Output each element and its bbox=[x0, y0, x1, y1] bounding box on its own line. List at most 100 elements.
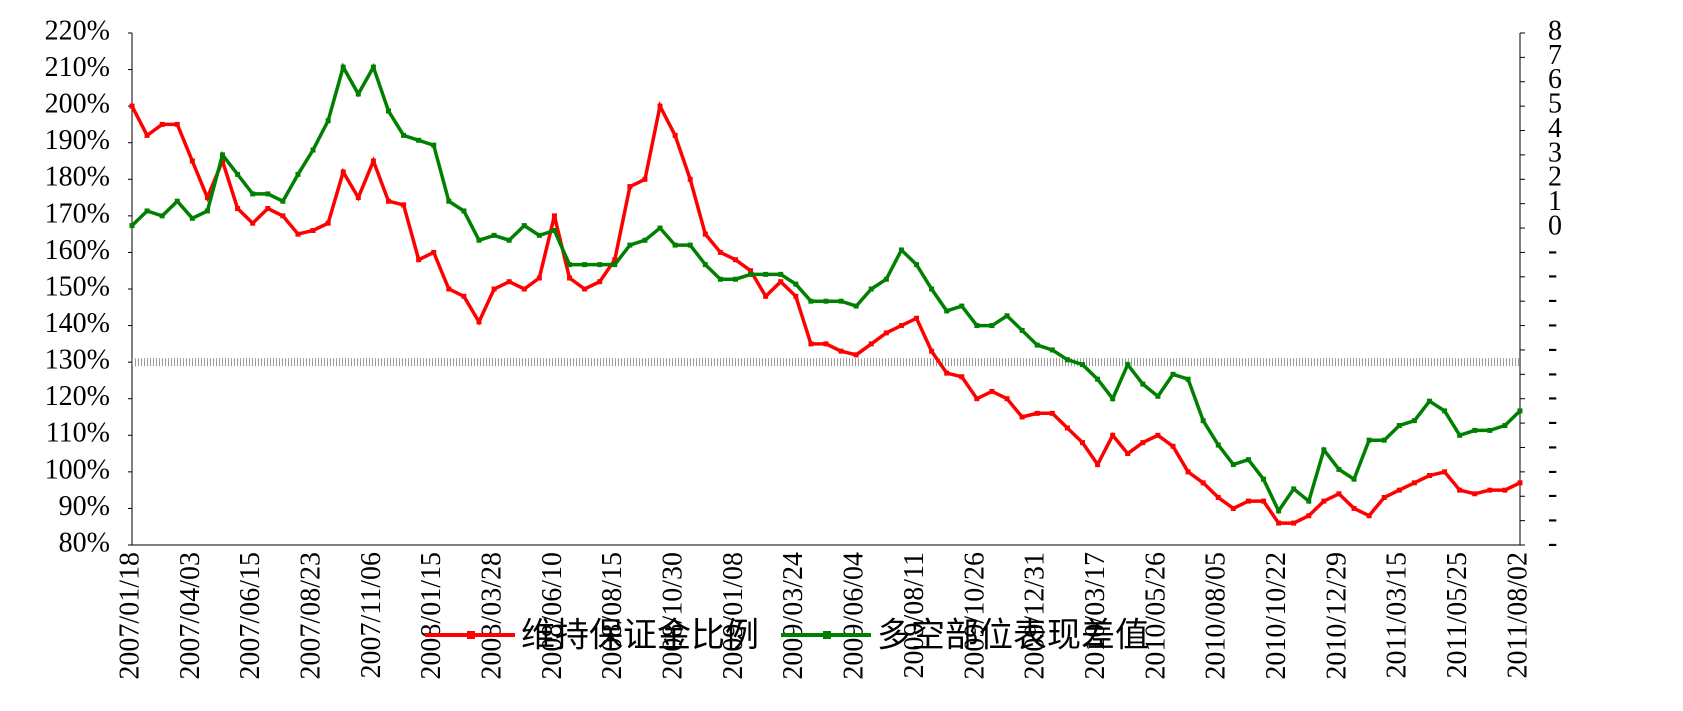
point-marker bbox=[1185, 469, 1191, 475]
point-marker bbox=[1245, 498, 1251, 504]
point-marker bbox=[431, 142, 437, 148]
point-marker bbox=[853, 352, 859, 358]
x-tick-label: 2008/10/30 bbox=[658, 552, 689, 680]
point-marker bbox=[1442, 469, 1448, 475]
point-marker bbox=[446, 198, 452, 204]
point-marker bbox=[204, 208, 210, 214]
point-marker bbox=[1336, 466, 1342, 472]
point-marker bbox=[1200, 480, 1206, 486]
y2-tick-label: - bbox=[1548, 235, 1557, 266]
point-marker bbox=[883, 276, 889, 282]
x-tick-label: 2009/03/24 bbox=[778, 552, 809, 680]
x-tick-label: 2007/01/18 bbox=[114, 552, 145, 680]
point-marker bbox=[808, 298, 814, 304]
point-marker bbox=[325, 118, 331, 124]
point-marker bbox=[1276, 520, 1282, 526]
point-marker bbox=[1019, 327, 1025, 333]
point-marker bbox=[1110, 396, 1116, 402]
point-marker bbox=[491, 232, 497, 238]
point-marker bbox=[1457, 432, 1463, 438]
point-marker bbox=[189, 215, 195, 221]
point-marker bbox=[1034, 410, 1040, 416]
point-marker bbox=[1200, 418, 1206, 424]
y-tick-label: 80% bbox=[59, 527, 110, 558]
point-marker bbox=[582, 286, 588, 292]
point-marker bbox=[1381, 437, 1387, 443]
y2-tick-label: 4 bbox=[1548, 113, 1562, 144]
point-marker bbox=[898, 247, 904, 253]
series-line bbox=[130, 62, 1522, 515]
point-marker bbox=[929, 286, 935, 292]
point-marker bbox=[642, 176, 648, 182]
y-tick-label: 100% bbox=[45, 454, 110, 485]
point-marker bbox=[597, 262, 603, 268]
point-marker bbox=[1170, 443, 1176, 449]
y2-tick-label: 1 bbox=[1548, 186, 1562, 217]
point-marker bbox=[1140, 381, 1146, 387]
point-marker bbox=[265, 191, 271, 197]
point-marker bbox=[491, 286, 497, 292]
point-marker bbox=[1381, 494, 1387, 500]
point-marker bbox=[174, 121, 180, 127]
point-marker bbox=[265, 206, 271, 212]
point-marker bbox=[748, 268, 754, 274]
point-marker bbox=[1321, 447, 1327, 453]
point-marker bbox=[1245, 457, 1251, 463]
point-marker bbox=[567, 275, 573, 281]
point-marker bbox=[672, 132, 678, 138]
point-marker bbox=[159, 121, 165, 127]
y-tick-label: 220% bbox=[45, 15, 110, 46]
x-tick-label: 2009/01/08 bbox=[718, 552, 749, 680]
point-marker bbox=[1276, 508, 1282, 514]
point-marker bbox=[1230, 462, 1236, 468]
legend-marker bbox=[823, 631, 831, 639]
y-tick-label: 120% bbox=[45, 381, 110, 412]
point-marker bbox=[476, 319, 482, 325]
point-marker bbox=[1396, 487, 1402, 493]
point-marker bbox=[944, 308, 950, 314]
point-marker bbox=[476, 237, 482, 243]
point-marker bbox=[687, 176, 693, 182]
y2-tick-label: - bbox=[1548, 454, 1557, 485]
point-marker bbox=[1261, 476, 1267, 482]
point-marker bbox=[551, 213, 557, 219]
point-marker bbox=[1426, 398, 1432, 404]
x-tick-label: 2008/08/15 bbox=[597, 552, 628, 680]
y2-tick-label: 0 bbox=[1548, 210, 1562, 241]
point-marker bbox=[1366, 513, 1372, 519]
y-tick-label: 180% bbox=[45, 162, 110, 193]
point-marker bbox=[657, 103, 663, 109]
y2-tick-label: - bbox=[1548, 503, 1557, 534]
point-marker bbox=[355, 195, 361, 201]
point-marker bbox=[838, 348, 844, 354]
point-marker bbox=[1321, 498, 1327, 504]
point-marker bbox=[280, 213, 286, 219]
y2-tick-label: - bbox=[1548, 357, 1557, 388]
y-tick-label: 90% bbox=[59, 491, 110, 522]
point-marker bbox=[174, 198, 180, 204]
point-marker bbox=[340, 169, 346, 175]
point-marker bbox=[929, 348, 935, 354]
point-marker bbox=[355, 91, 361, 97]
point-marker bbox=[1155, 432, 1161, 438]
point-marker bbox=[763, 293, 769, 299]
point-marker bbox=[944, 370, 950, 376]
point-marker bbox=[1487, 427, 1493, 433]
point-marker bbox=[1004, 396, 1010, 402]
x-tick-label: 2010/10/22 bbox=[1261, 552, 1292, 680]
point-marker bbox=[220, 152, 226, 158]
point-marker bbox=[1396, 423, 1402, 429]
x-tick-label: 2007/04/03 bbox=[175, 552, 206, 680]
point-marker bbox=[506, 237, 512, 243]
point-marker bbox=[1079, 440, 1085, 446]
y2-tick-label: 2 bbox=[1548, 162, 1562, 193]
point-marker bbox=[1064, 357, 1070, 363]
y2-tick-label: - bbox=[1548, 527, 1557, 558]
point-marker bbox=[702, 231, 708, 237]
point-marker bbox=[461, 293, 467, 299]
x-tick-label: 2010/03/17 bbox=[1080, 552, 1111, 680]
x-tick-label: 2010/05/26 bbox=[1140, 552, 1171, 680]
point-marker bbox=[1426, 473, 1432, 479]
y2-tick-label: 8 bbox=[1548, 15, 1562, 46]
